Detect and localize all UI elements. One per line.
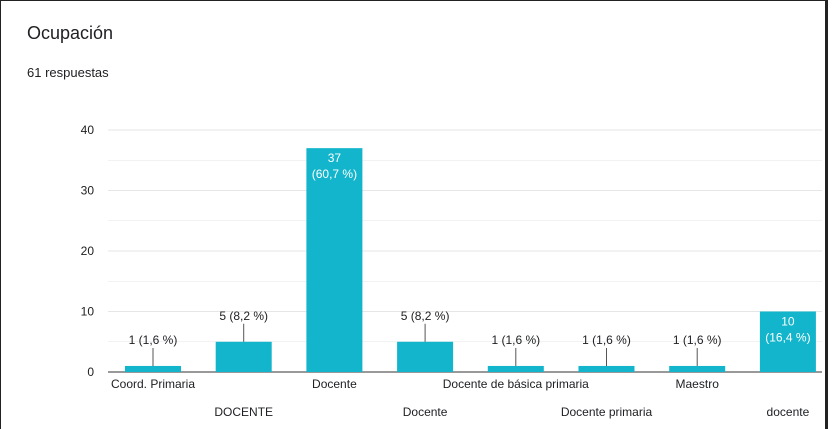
bar [669,365,726,372]
bar [759,311,816,372]
x-category-label: Docente [403,405,448,419]
bar [487,365,544,372]
bar [397,341,454,372]
data-label: (60,7 %) [312,167,357,181]
y-tick-label: 0 [87,365,94,379]
data-label: 10 [781,315,795,329]
response-count: 61 respuestas [27,65,109,80]
data-label: 1 (1,6 %) [582,333,631,347]
chart-title: Ocupación [27,23,114,43]
data-label: 37 [328,151,342,165]
x-category-label: Maestro [676,377,720,391]
x-category-label: Coord. Primaria [111,377,195,391]
bar [215,341,272,372]
data-label: 1 (1,6 %) [491,333,540,347]
x-category-label: Docente primaria [561,405,653,419]
y-tick-label: 40 [81,123,95,137]
x-category-label: DOCENTE [214,405,273,419]
data-label: 1 (1,6 %) [129,333,178,347]
data-label: 5 (8,2 %) [219,309,268,323]
data-label: 1 (1,6 %) [673,333,722,347]
bar [125,365,181,372]
x-category-label: Docente [312,377,357,391]
x-category-label: Docente de básica primaria [443,377,589,391]
data-label: 5 (8,2 %) [401,309,450,323]
y-tick-label: 10 [81,305,95,319]
data-label: (16,4 %) [765,331,810,345]
y-tick-label: 30 [81,184,95,198]
x-category-label: docente [767,405,810,419]
bar [578,365,635,372]
bar [306,148,363,372]
y-tick-label: 20 [81,244,95,258]
